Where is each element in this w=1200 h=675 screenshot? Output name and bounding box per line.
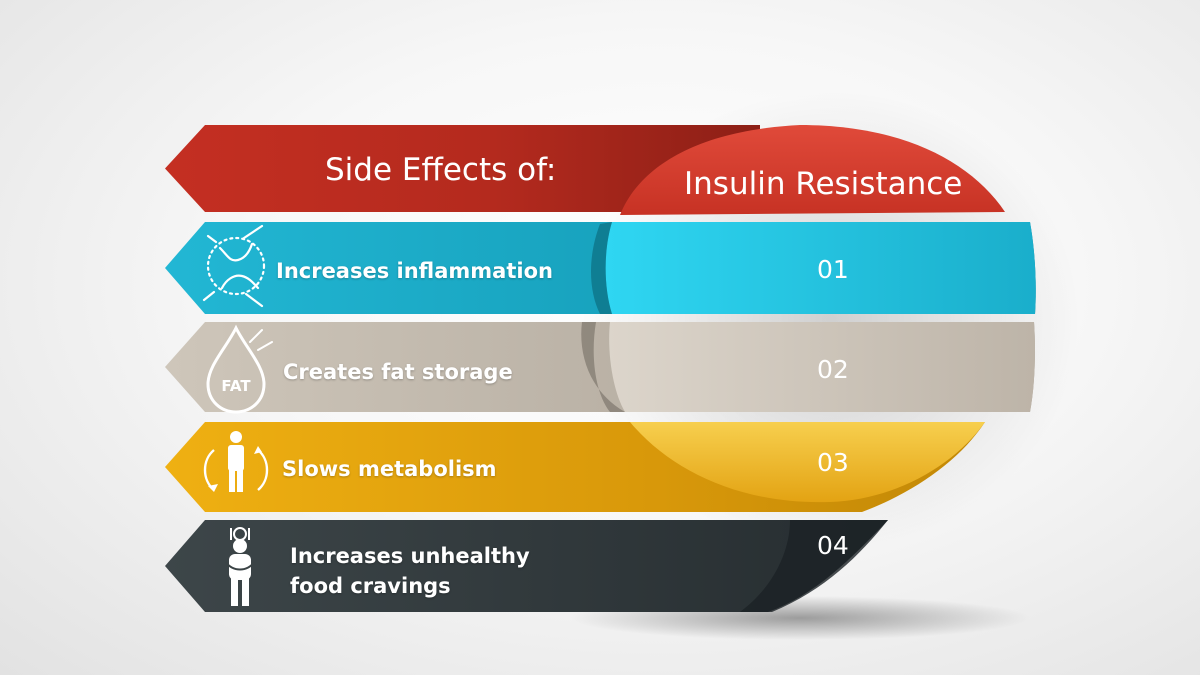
band-4 <box>165 520 888 612</box>
cap-title: Insulin Resistance <box>684 166 963 202</box>
band-2-shade <box>581 322 625 412</box>
item-number-1: 01 <box>817 255 849 284</box>
header-ribbon <box>165 125 760 212</box>
band-4-shade <box>740 520 888 612</box>
item-number-3: 03 <box>817 448 849 477</box>
header-cap <box>620 125 1005 215</box>
person-cycle-icon <box>203 431 269 492</box>
band-2-cap <box>609 322 1035 412</box>
item-label-4: Increases unhealthy food cravings <box>290 544 530 598</box>
joint-icon <box>202 224 266 308</box>
hungry-person-icon <box>225 527 255 606</box>
band-1-shade <box>591 222 612 314</box>
heading: Side Effects of: <box>325 152 557 188</box>
item-number-4: 04 <box>817 531 849 560</box>
item-number-2: 02 <box>817 355 849 384</box>
band-3-cap <box>630 422 985 503</box>
item-label-3: Slows metabolism <box>282 457 497 481</box>
item-label-2: Creates fat storage <box>283 360 513 384</box>
fat-drop-icon: FAT <box>206 324 273 414</box>
svg-text:FAT: FAT <box>221 377 251 395</box>
band-1-cap <box>605 222 1036 314</box>
item-label-1: Increases inflammation <box>276 259 553 283</box>
